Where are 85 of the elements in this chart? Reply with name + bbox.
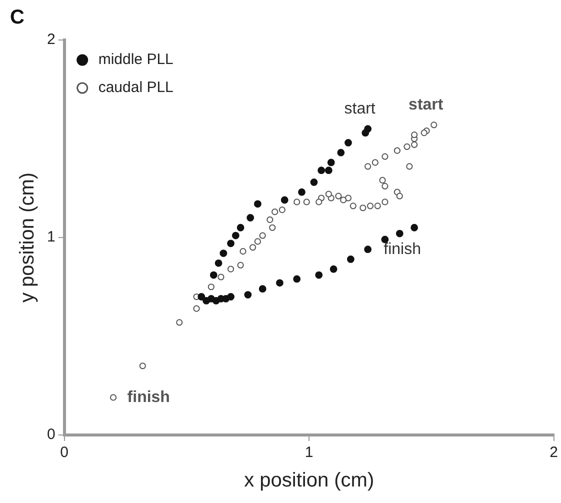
point — [232, 232, 240, 240]
point — [411, 141, 418, 148]
point — [249, 244, 256, 251]
x-tick-label: 1 — [304, 444, 314, 462]
point — [374, 202, 381, 210]
point — [364, 163, 372, 170]
point — [210, 271, 218, 279]
x-tick-label: 0 — [60, 444, 69, 462]
point — [411, 132, 418, 138]
point — [240, 248, 246, 255]
point — [303, 198, 310, 206]
point — [372, 159, 378, 166]
point — [227, 240, 234, 248]
annotation: finish — [127, 388, 170, 406]
point — [410, 224, 418, 232]
legend-label: caudal PLL — [98, 79, 174, 96]
y-tick-label: 0 — [47, 426, 56, 444]
point — [350, 202, 356, 210]
x-tick-label: 2 — [550, 444, 558, 462]
point — [227, 266, 234, 272]
point — [278, 206, 286, 214]
point — [337, 148, 345, 156]
point — [324, 166, 332, 174]
point — [366, 202, 374, 210]
y-tick-label: 1 — [47, 228, 56, 246]
annotation: finish — [384, 241, 422, 258]
point — [110, 394, 117, 401]
point — [420, 130, 428, 136]
point — [276, 279, 284, 287]
point — [280, 196, 288, 204]
legend-label: middle PLL — [98, 51, 174, 68]
y-tick-label: 2 — [47, 31, 56, 48]
point — [430, 122, 438, 128]
point — [176, 319, 183, 326]
y-axis-title: y position (cm) — [16, 172, 39, 303]
point — [330, 265, 338, 273]
text: C — [10, 6, 24, 29]
point — [246, 214, 254, 222]
point — [298, 188, 306, 196]
point — [379, 176, 386, 184]
annotation: start — [408, 96, 444, 114]
point — [362, 129, 370, 137]
point — [364, 246, 372, 254]
point — [315, 271, 323, 279]
point — [258, 285, 266, 293]
point — [360, 204, 366, 212]
point — [214, 259, 222, 267]
point — [327, 158, 335, 166]
point — [254, 238, 261, 245]
point — [382, 153, 388, 160]
point — [325, 190, 332, 198]
point — [272, 208, 278, 216]
point — [316, 198, 322, 206]
point — [237, 262, 244, 268]
point — [266, 216, 274, 224]
point — [310, 178, 318, 186]
point — [254, 200, 262, 208]
point — [218, 274, 224, 280]
point — [318, 166, 326, 174]
point — [396, 230, 404, 238]
annotation: start — [344, 100, 376, 118]
point — [382, 198, 388, 206]
x-axis-title: x position (cm) — [244, 470, 374, 492]
point — [344, 194, 352, 202]
point — [340, 196, 347, 204]
point — [139, 362, 146, 370]
point — [394, 147, 400, 154]
point — [396, 192, 403, 200]
point — [346, 256, 354, 263]
point — [244, 291, 252, 298]
point — [236, 224, 244, 232]
point — [382, 182, 388, 190]
point — [227, 293, 234, 300]
point — [220, 250, 228, 257]
point — [406, 163, 413, 170]
point — [259, 232, 266, 239]
point — [269, 224, 276, 231]
point — [208, 284, 214, 290]
point — [344, 139, 352, 146]
point — [198, 293, 206, 300]
point — [293, 275, 301, 283]
point — [193, 305, 200, 312]
point — [294, 198, 300, 206]
point — [335, 192, 342, 200]
point — [404, 143, 410, 150]
